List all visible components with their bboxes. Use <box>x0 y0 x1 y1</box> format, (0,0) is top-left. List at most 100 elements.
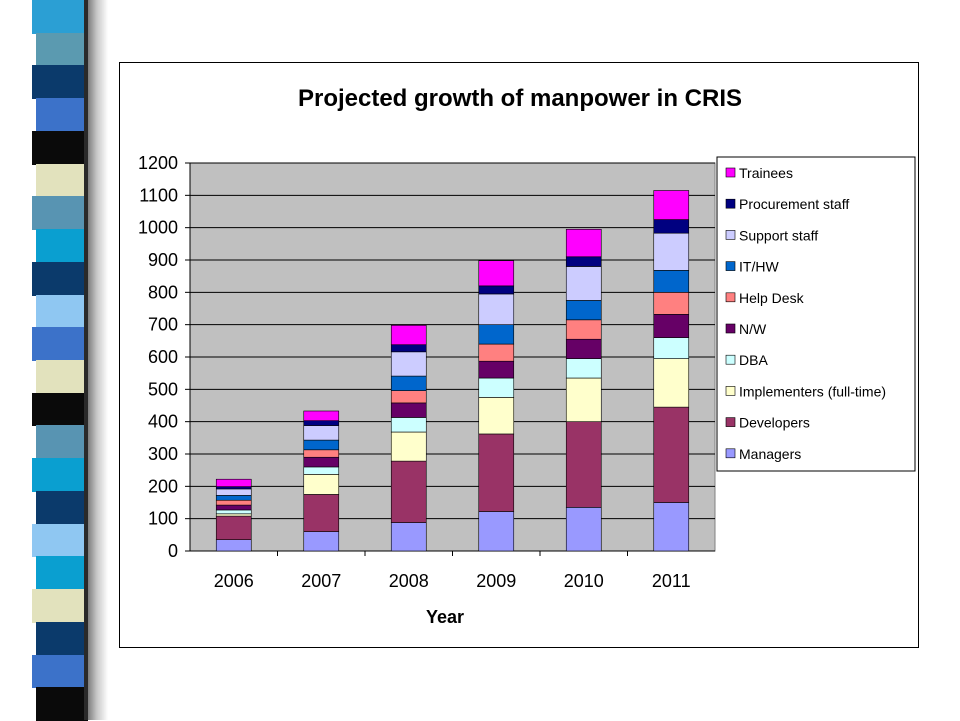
bar-segment <box>390 402 427 418</box>
decorative-strip <box>32 0 88 721</box>
strip-block <box>36 621 88 656</box>
x-tick-label: 2009 <box>476 571 516 591</box>
y-tick-label: 1200 <box>138 153 178 173</box>
legend-label: Trainees <box>739 165 793 181</box>
y-tick-label: 200 <box>148 476 178 496</box>
bar-segment <box>303 425 340 441</box>
bar-segment <box>303 439 340 451</box>
bar-segment <box>390 390 427 404</box>
bar-segment <box>653 314 690 338</box>
bar-segment <box>478 511 515 552</box>
bar-segment <box>478 377 515 398</box>
legend-label: Developers <box>739 415 810 431</box>
bar-segment <box>215 478 252 487</box>
bar-segment <box>215 515 252 540</box>
bar-segment <box>653 219 690 234</box>
legend-swatch <box>725 354 736 365</box>
bar-segment <box>565 358 602 379</box>
bar-segment <box>653 232 690 271</box>
y-tick-label: 300 <box>148 444 178 464</box>
y-tick-label: 900 <box>148 250 178 270</box>
strip-block <box>32 327 88 361</box>
y-tick-label: 0 <box>168 541 178 561</box>
bar-segment <box>478 360 515 379</box>
strip-block <box>32 589 88 623</box>
bar-segment <box>390 460 427 523</box>
bar-segment <box>215 504 252 511</box>
bar-segment <box>653 292 690 315</box>
bar-segment <box>565 300 602 321</box>
bar-segment <box>390 344 427 353</box>
bar-segment <box>303 531 340 552</box>
legend-label: IT/HW <box>739 259 779 275</box>
strip-block <box>36 229 88 263</box>
legend-swatch <box>725 167 736 178</box>
bar-segment <box>478 324 515 345</box>
legend: Trainees Procurement staff Support staff IT… <box>716 156 916 472</box>
bar-segment <box>653 358 690 408</box>
strip-block <box>36 490 88 525</box>
x-tick-label: 2006 <box>214 571 254 591</box>
strip-block <box>36 294 88 329</box>
bar-segment <box>653 337 690 359</box>
legend-label: N/W <box>739 321 767 337</box>
strip-block <box>32 130 88 165</box>
bar-segment <box>215 486 252 490</box>
bar-segment <box>303 466 340 475</box>
bar-segment <box>390 522 427 552</box>
legend-swatch <box>725 323 736 334</box>
strip-block <box>36 163 88 198</box>
x-tick-label: 2007 <box>301 571 341 591</box>
bar-segment <box>565 377 602 422</box>
bar-segment <box>215 495 252 501</box>
bar-segment <box>565 256 602 267</box>
legend-swatch <box>725 261 736 271</box>
strip-block <box>36 556 88 591</box>
x-tick-label: 2008 <box>389 571 429 591</box>
legend-swatch <box>725 198 736 209</box>
bar-segment <box>653 502 690 552</box>
bar-segment <box>565 507 602 552</box>
bar-segment <box>390 375 427 391</box>
bar-segment <box>653 406 690 503</box>
y-tick-label: 1000 <box>138 218 178 238</box>
bar-segment <box>390 351 427 377</box>
bar-segment <box>478 293 515 325</box>
bar-segment <box>653 270 690 293</box>
legend-label: Support staff <box>739 227 818 243</box>
strip-block <box>32 0 88 34</box>
plot-area: 0 100 200 300 400 500 600 700 800 900 1000 1100 1200… <box>138 153 716 591</box>
legend-label: DBA <box>739 352 768 368</box>
bar-segment <box>390 325 427 346</box>
legend-swatch <box>725 448 736 459</box>
bar-segment <box>478 433 515 512</box>
strip-shadow <box>88 0 108 720</box>
strip-edge <box>84 0 88 720</box>
x-tick-label: 2010 <box>564 571 604 591</box>
bar-segment <box>565 228 602 258</box>
legend-swatch <box>725 230 736 240</box>
strip-block <box>36 98 88 132</box>
y-tick-label: 600 <box>148 347 178 367</box>
x-axis-title: Year <box>426 607 464 627</box>
legend-swatch <box>725 292 736 303</box>
y-tick-label: 500 <box>148 379 178 399</box>
strip-block <box>36 32 88 67</box>
bar-segment <box>215 509 252 515</box>
legend-swatch <box>725 417 736 427</box>
x-tick-label: 2011 <box>652 571 691 591</box>
chart-canvas: Projected growth of manpower in CRIS 0 10… <box>138 85 916 627</box>
strip-block <box>36 687 88 721</box>
y-tick-label: 800 <box>148 282 178 302</box>
bar-segment <box>653 190 690 220</box>
bar-segment <box>565 421 602 508</box>
bar-segment <box>478 260 515 287</box>
strip-block <box>32 654 88 689</box>
bar-segment <box>390 417 427 433</box>
y-tick-label: 100 <box>148 509 178 529</box>
chart-frame: Projected growth of manpower in CRIS 0 10… <box>119 62 919 648</box>
bar-segment <box>565 266 602 301</box>
bar-segment <box>303 474 340 495</box>
legend-label: Implementers (full-time) <box>739 383 886 399</box>
strip-block <box>32 392 88 427</box>
